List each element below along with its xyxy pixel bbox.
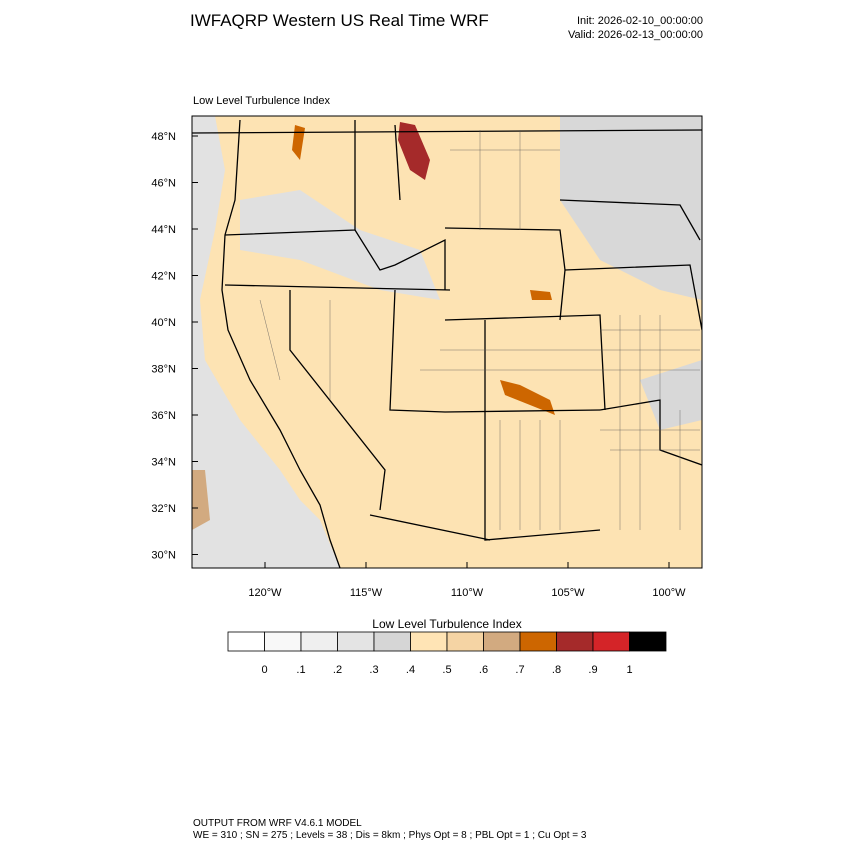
gray-field (640, 360, 702, 430)
lat-label: 44°N (151, 224, 176, 236)
colorbar-label: .6 (479, 664, 488, 676)
state-borders (192, 119, 702, 568)
lat-label: 42°N (151, 271, 176, 283)
colorbar-label: .4 (406, 664, 415, 676)
gray-field (240, 190, 440, 300)
high-turbulence (398, 122, 430, 180)
lon-label: 100°W (652, 587, 686, 599)
high-turbulence (500, 380, 555, 415)
colorbar-label: .5 (442, 664, 451, 676)
colorbar-box (337, 631, 375, 652)
colorbar-label: .7 (515, 664, 524, 676)
high-turbulence (530, 290, 552, 300)
county-borders (259, 130, 700, 530)
colorbar-box (629, 631, 667, 652)
title: IWFAQRP Western US Real Time WRF (190, 11, 489, 30)
lon-label: 110°W (451, 587, 484, 599)
lon-label: 105°W (551, 587, 585, 599)
map (191, 115, 703, 569)
colorbar-box (410, 631, 448, 652)
field-title: Low Level Turbulence Index (193, 95, 330, 107)
lon-label: 115°W (350, 587, 383, 599)
lon-label: 120°W (248, 587, 282, 599)
lat-label: 36°N (151, 410, 176, 422)
colorbar-label: .1 (296, 664, 305, 676)
colorbar-box (483, 631, 521, 652)
colorbar-box (519, 631, 557, 652)
lat-label: 30°N (151, 550, 176, 562)
colorbar-label: .2 (333, 664, 342, 676)
colorbar-label: .3 (369, 664, 378, 676)
footer-line: WE = 310 ; SN = 275 ; Levels = 38 ; Dis … (193, 830, 587, 841)
colorbar-title: Low Level Turbulence Index (372, 617, 521, 631)
valid-time: Valid: 2026-02-13_00:00:00 (568, 29, 703, 41)
gray-field (560, 116, 702, 300)
colorbar-label: .9 (588, 664, 597, 676)
high-turbulence (292, 125, 305, 160)
colorbar-box (264, 631, 302, 652)
lat-label: 32°N (151, 503, 176, 515)
field-patch (192, 470, 210, 530)
ocean-field (192, 116, 340, 568)
init-time: Init: 2026-02-10_00:00:00 (577, 15, 703, 27)
lat-label: 34°N (151, 457, 176, 469)
colorbar-label: .8 (552, 664, 561, 676)
colorbar-box (446, 631, 484, 652)
footer-line: OUTPUT FROM WRF V4.6.1 MODEL (193, 818, 362, 829)
colorbar-box (556, 631, 594, 652)
lat-label: 40°N (151, 317, 176, 329)
colorbar-label: 1 (626, 664, 632, 676)
colorbar-box (373, 631, 411, 652)
map-frame (191, 115, 703, 569)
colorbar-label: 0 (261, 664, 267, 676)
lat-label: 38°N (151, 364, 176, 376)
colorbar-box (592, 631, 630, 652)
colorbar-box (227, 631, 265, 652)
lat-label: 46°N (151, 178, 176, 190)
lat-label: 48°N (151, 131, 176, 143)
colorbar-box (300, 631, 338, 652)
